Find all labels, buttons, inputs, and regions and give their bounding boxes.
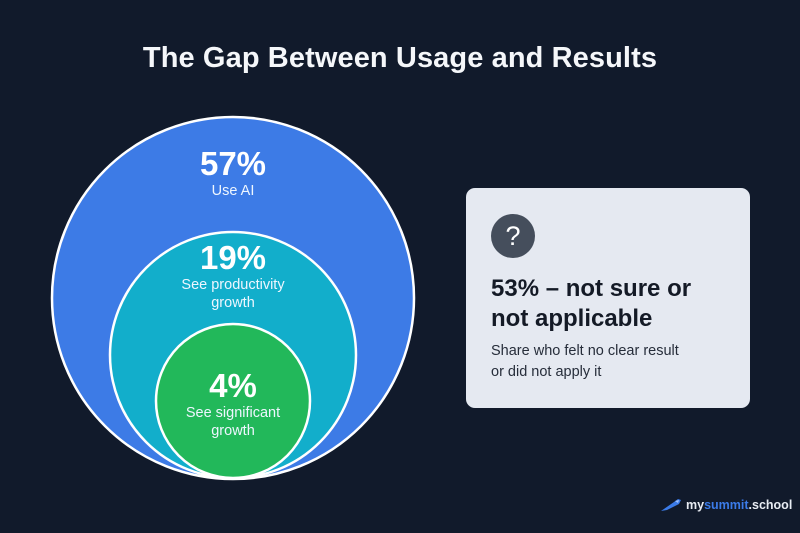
- middle-circle-label: 19% See productivity growth: [133, 240, 333, 312]
- outer-circle-label: 57% Use AI: [133, 146, 333, 200]
- question-mark-icon: ?: [491, 214, 535, 258]
- middle-pct: 19%: [199, 239, 267, 276]
- brand-part-school: .school: [748, 498, 793, 512]
- outer-pct: 57%: [199, 145, 267, 182]
- inner-desc-2: growth: [211, 423, 255, 439]
- card-sub-line1: Share who felt no clear result: [491, 343, 679, 359]
- inner-pct: 4%: [209, 367, 257, 404]
- brand-part-summit: summit: [704, 498, 749, 512]
- card-headline: 53% – not sure or not applicable: [491, 274, 741, 334]
- card-sub-line2: or did not apply it: [491, 364, 602, 380]
- card-subtext: Share who felt no clear result or did no…: [491, 341, 741, 383]
- middle-desc-2: growth: [211, 295, 255, 311]
- middle-desc-1: See productivity: [181, 277, 285, 293]
- card-headline-line2: not applicable: [491, 305, 653, 332]
- brand-part-my: my: [686, 498, 705, 512]
- brand-logo: mysummit.school: [660, 497, 792, 513]
- rocket-icon: [661, 499, 681, 511]
- not-sure-card: ? 53% – not sure or not applicable Share…: [466, 188, 750, 408]
- card-headline-line1: 53% – not sure or: [491, 275, 692, 302]
- inner-circle-significant: [154, 322, 312, 480]
- page-title: The Gap Between Usage and Results: [142, 42, 658, 74]
- outer-desc: Use AI: [211, 183, 255, 199]
- inner-desc-1: See significant: [185, 405, 281, 421]
- inner-circle-label: 4% See significant growth: [133, 368, 333, 440]
